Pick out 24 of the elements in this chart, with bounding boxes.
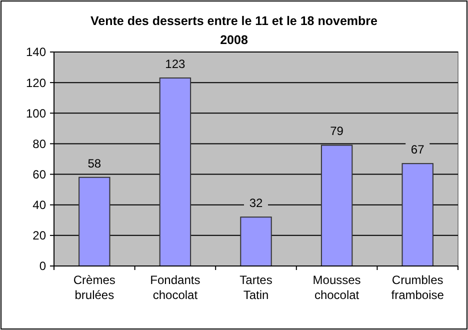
y-tick-label: 20 (32, 228, 46, 243)
data-label: 123 (165, 56, 186, 71)
y-tick-label: 120 (26, 76, 46, 90)
bar (159, 77, 192, 266)
x-tick-label: Crèmes brulées (73, 273, 116, 302)
data-label: 67 (410, 142, 425, 157)
y-tick-label: 40 (32, 198, 46, 212)
y-tick-label: 80 (32, 136, 46, 151)
x-tick-label: Mousses chocolat (312, 273, 361, 302)
x-tick-label: Tartes Tatin (240, 273, 272, 302)
bar (320, 144, 353, 266)
data-label: 32 (249, 196, 263, 210)
data-label: 79 (330, 124, 344, 138)
y-tick-label: 0 (39, 259, 46, 274)
bar (78, 176, 110, 266)
y-tick-label: 60 (32, 167, 46, 182)
y-tick-label: 100 (26, 106, 46, 120)
data-label: 58 (88, 156, 102, 170)
x-tick-label: Crumbles framboise (391, 273, 444, 302)
x-tick-label: Fondants chocolat (150, 273, 200, 302)
chart-title: Vente des desserts entre le 11 et le 18 novembre 2008 (90, 14, 378, 47)
bar (240, 216, 272, 266)
y-tick-label: 140 (26, 45, 46, 60)
bar (402, 163, 434, 266)
